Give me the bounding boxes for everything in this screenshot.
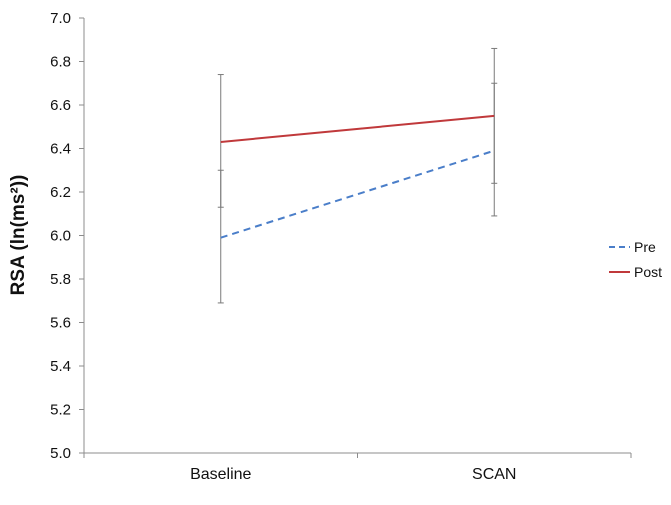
series-line-pre (220, 149, 495, 239)
y-tick-label: 5.2 (50, 402, 71, 419)
y-tick-label: 6.6 (50, 97, 71, 114)
y-tick-label: 5.6 (50, 315, 71, 332)
legend: Pre Post (609, 239, 662, 280)
series-line-post (220, 114, 495, 143)
x-axis: Baseline SCAN (83, 452, 632, 483)
y-tick-label: 5.0 (50, 445, 71, 462)
y-tick-label: 7.0 (50, 10, 71, 27)
y-axis: 5.0 5.2 5.4 5.6 5.8 6.0 6.2 6.4 6.6 6.8 7.0 RSA (l… (8, 10, 85, 462)
x-category-label: Baseline (190, 466, 251, 483)
legend-label-post: Post (634, 264, 662, 280)
y-tick-label: 6.8 (50, 54, 71, 71)
y-tick-label: 5.8 (50, 271, 71, 288)
x-ticks: Baseline SCAN (83, 453, 632, 483)
y-tick-label: 6.0 (50, 228, 71, 245)
y-axis-title: RSA (ln(ms²)) (8, 175, 29, 296)
legend-label-pre: Pre (634, 239, 656, 255)
series-layer (217, 47, 498, 304)
y-ticks: 5.0 5.2 5.4 5.6 5.8 6.0 6.2 6.4 6.6 6.8 7.0 (50, 10, 84, 462)
y-tick-label: 5.4 (50, 358, 71, 375)
y-tick-label: 6.2 (50, 184, 71, 201)
x-category-label: SCAN (472, 466, 516, 483)
y-tick-label: 6.4 (50, 141, 71, 158)
